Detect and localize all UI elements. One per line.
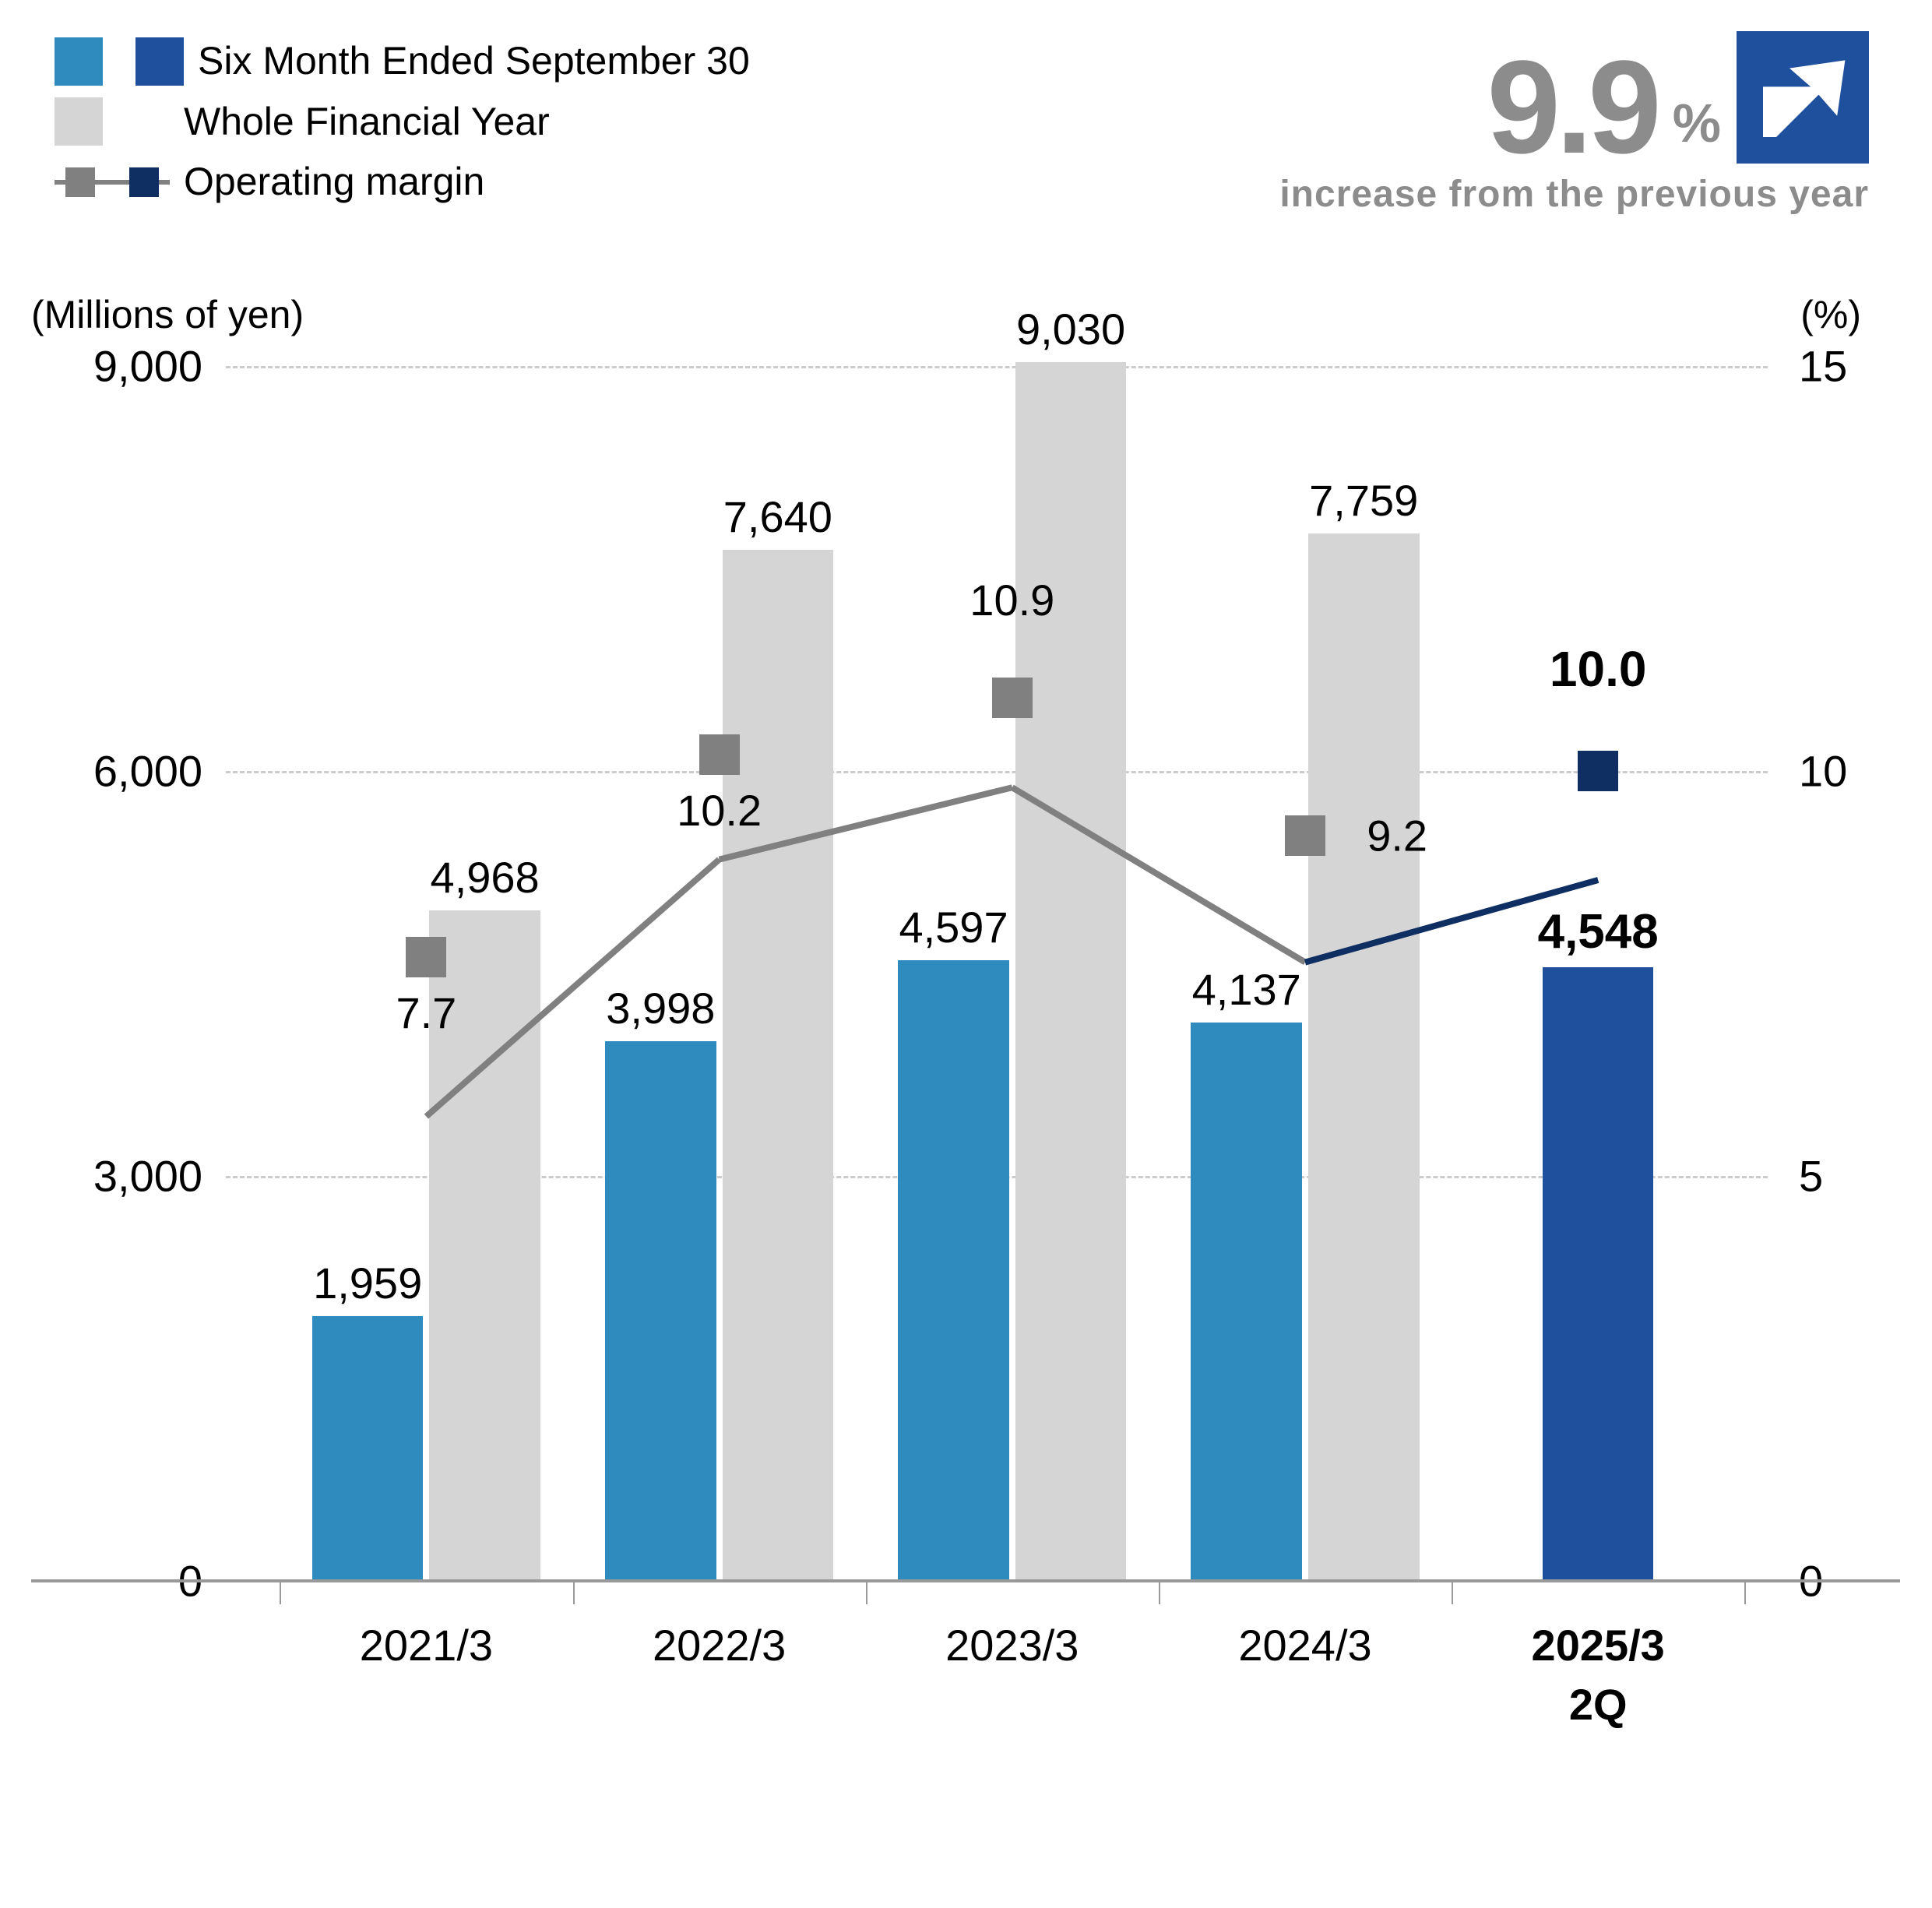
y-right-tick-label: 5 bbox=[1768, 1150, 1823, 1201]
line-value-label: 9.2 bbox=[1367, 811, 1427, 861]
legend-swatch-six-month-a bbox=[55, 37, 103, 86]
legend-line-icon bbox=[55, 158, 170, 206]
y-left-axis-title: (Millions of yen) bbox=[31, 292, 304, 337]
legend: Six Month Ended September 30 Whole Finan… bbox=[55, 31, 750, 213]
legend-item-margin: Operating margin bbox=[55, 152, 750, 213]
legend-swatch-six-month-b bbox=[135, 37, 184, 86]
legend-label: Whole Financial Year bbox=[184, 92, 550, 153]
y-left-tick-label: 3,000 bbox=[55, 1150, 226, 1201]
line-marker bbox=[699, 734, 740, 775]
legend-label: Operating margin bbox=[184, 152, 484, 213]
y-right-tick-label: 10 bbox=[1768, 745, 1847, 796]
financial-bar-line-chart: Six Month Ended September 30 Whole Finan… bbox=[31, 31, 1900, 1815]
line-value-label: 10.2 bbox=[677, 785, 762, 836]
increase-callout: 9.9 % increase from the previous year bbox=[1279, 31, 1869, 216]
callout-percent: % bbox=[1673, 92, 1721, 164]
y-left-tick-label: 9,000 bbox=[55, 341, 226, 392]
callout-subtitle: increase from the previous year bbox=[1279, 173, 1869, 216]
legend-label: Six Month Ended September 30 bbox=[198, 31, 750, 92]
bar-value-label: 9,030 bbox=[1016, 304, 1125, 362]
y-left-tick-label: 6,000 bbox=[55, 745, 226, 796]
legend-item-six-month: Six Month Ended September 30 bbox=[55, 31, 750, 92]
up-arrow-icon bbox=[1737, 31, 1869, 164]
line-marker bbox=[992, 678, 1033, 718]
line-value-label: 10.9 bbox=[970, 575, 1054, 625]
line-value-label: 10.0 bbox=[1550, 640, 1647, 698]
y-right-tick-label: 15 bbox=[1768, 341, 1847, 392]
line-marker bbox=[1285, 815, 1325, 856]
x-axis-labels: 2021/32022/32023/32024/32025/32Q bbox=[226, 1581, 1768, 1616]
y-right-axis-title: (%) bbox=[1800, 292, 1861, 337]
line-marker bbox=[406, 937, 446, 977]
x-axis-label: 2022/3 bbox=[653, 1616, 786, 1675]
plot-area: 03,0006,0009,000051015 4,9681,9597,6403,… bbox=[226, 366, 1768, 1581]
x-axis-label: 2021/3 bbox=[360, 1616, 493, 1675]
line-value-label: 7.7 bbox=[396, 987, 456, 1038]
x-axis-label: 2023/3 bbox=[945, 1616, 1079, 1675]
legend-item-whole-year: Whole Financial Year bbox=[55, 92, 750, 153]
x-axis-label: 2024/3 bbox=[1238, 1616, 1371, 1675]
legend-swatch-whole-year bbox=[55, 97, 103, 146]
callout-value: 9.9 bbox=[1487, 51, 1656, 164]
x-axis-label: 2025/32Q bbox=[1532, 1616, 1665, 1734]
line-marker bbox=[1578, 751, 1618, 791]
